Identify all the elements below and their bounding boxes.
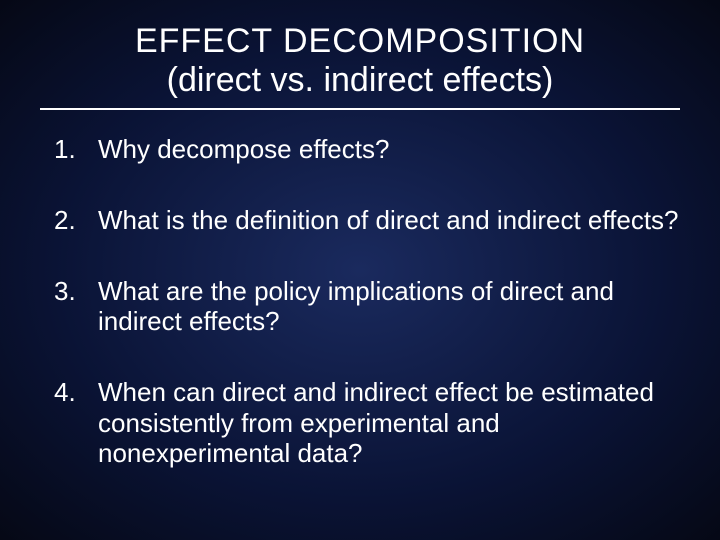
divider — [40, 108, 680, 110]
list-item: What is the definition of direct and ind… — [54, 205, 680, 236]
question-list: Why decompose effects? What is the defin… — [40, 134, 680, 469]
list-item-text: Why decompose effects? — [98, 134, 389, 164]
list-item-text: When can direct and indirect effect be e… — [98, 377, 654, 468]
list-item: What are the policy implications of dire… — [54, 276, 680, 337]
slide-title: EFFECT DECOMPOSITION (direct vs. indirec… — [40, 22, 680, 100]
list-item: Why decompose effects? — [54, 134, 680, 165]
slide: EFFECT DECOMPOSITION (direct vs. indirec… — [0, 0, 720, 540]
title-line-2: (direct vs. indirect effects) — [60, 61, 660, 100]
title-line-1: EFFECT DECOMPOSITION — [60, 22, 660, 61]
list-item-text: What is the definition of direct and ind… — [98, 205, 679, 235]
list-item-text: What are the policy implications of dire… — [98, 276, 614, 337]
list-item: When can direct and indirect effect be e… — [54, 377, 680, 469]
